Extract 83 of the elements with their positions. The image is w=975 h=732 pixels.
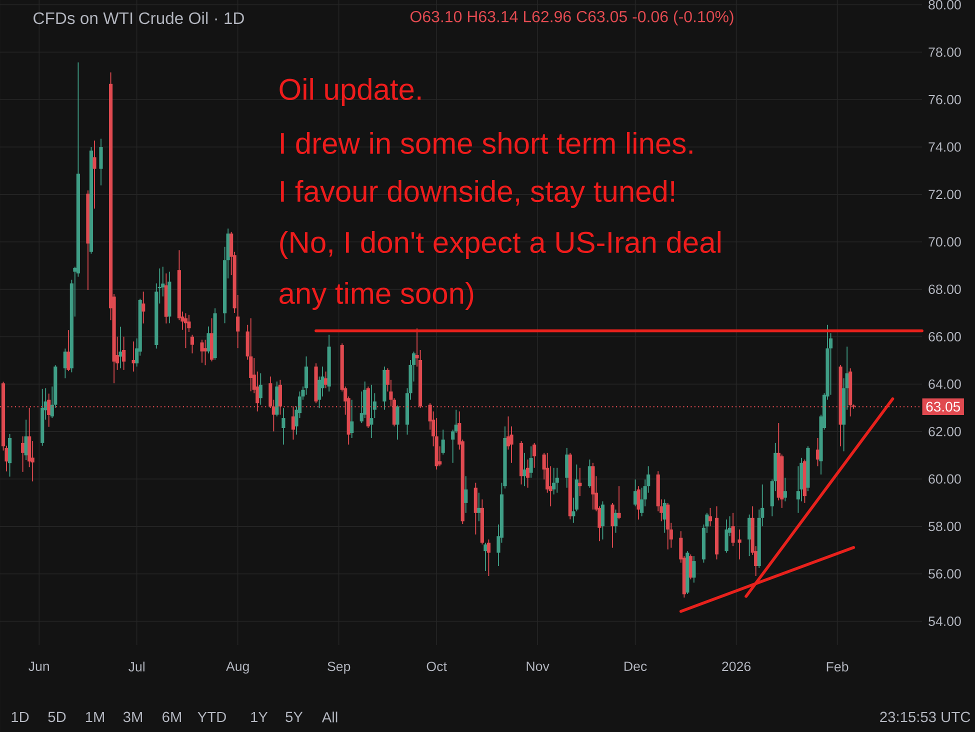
y-tick-label: 58.00 (928, 522, 961, 532)
candlestick (634, 479, 638, 507)
text: 1D (12, 712, 29, 722)
y-tick-label: 78.00 (928, 47, 961, 57)
candlestick (66, 330, 70, 372)
text: 3M (123, 712, 142, 722)
x-tick-label: Nov (526, 662, 550, 671)
y-tick-label: 66.00 (928, 332, 961, 342)
x-tick-label: 2026 (722, 662, 751, 672)
annotation: Oil update. (280, 78, 421, 106)
x-tick-label: Feb (826, 662, 848, 672)
candlestick (200, 339, 204, 364)
y-tick-label: 74.00 (928, 142, 961, 152)
candlestick (636, 486, 640, 520)
candlestick (258, 372, 262, 406)
candlestick (92, 140, 96, 210)
text: 1Y (251, 712, 268, 722)
candlestick (614, 509, 618, 534)
candlestick (370, 384, 374, 438)
x-tick-label: Jul (128, 662, 144, 672)
candlestick (617, 486, 621, 520)
text: 23:15:53 UTC (880, 712, 970, 722)
candlestick (522, 452, 526, 487)
candlestick (748, 514, 752, 557)
candlestick (526, 459, 530, 488)
candlestick (324, 371, 328, 389)
ref-line-label: 63.05 (926, 402, 960, 412)
candlestick (142, 291, 146, 324)
candlestick (190, 334, 194, 354)
x-tick-label: Aug (226, 662, 249, 674)
candlestick (692, 556, 696, 584)
candlestick (529, 446, 533, 478)
x-tick-label: Dec (624, 662, 647, 671)
y-tick-label: 72.00 (928, 190, 961, 200)
annotation: I drew in some short term lines. (281, 132, 692, 154)
y-tick-label: 76.00 (928, 94, 961, 104)
candlestick (206, 326, 210, 354)
candlestick (600, 500, 605, 540)
text: CFDs on WTI Crude Oil · 1D (34, 12, 244, 24)
candlestick (555, 467, 559, 494)
candlestick (610, 502, 614, 548)
annotation: any time soon) (280, 282, 474, 310)
candlestick (396, 405, 400, 440)
text: All (322, 712, 338, 722)
candlestick (282, 408, 286, 446)
y-tick-label: 62.00 (928, 426, 961, 436)
text: 1M (86, 712, 104, 722)
candlestick (532, 442, 536, 468)
candlestick (184, 312, 188, 349)
candlestick (565, 447, 569, 488)
candlestick (708, 507, 712, 527)
annotation: I favour downside, stay tuned! (281, 180, 674, 208)
candlestick (552, 467, 556, 495)
text: 6M (162, 712, 181, 722)
y-tick-label: 80.00 (928, 0, 961, 10)
text: O63.10 H63.14 L62.96 C63.05 -0.06 (-0.10%) (410, 10, 734, 26)
x-tick-label: Sep (328, 662, 350, 674)
text: 5D (48, 712, 66, 722)
candlestick (122, 336, 126, 370)
y-tick-label: 60.00 (928, 474, 961, 484)
candlestick (738, 529, 742, 560)
annotation: (No, I don't expect a US-Iran deal (280, 231, 720, 259)
y-tick-label: 56.00 (928, 569, 961, 579)
text: 5Y (286, 712, 303, 722)
candlestick (350, 399, 354, 438)
candlestick (486, 538, 490, 576)
candlestick (99, 138, 103, 186)
candlestick (21, 436, 25, 472)
y-tick-label: 70.00 (928, 237, 961, 247)
candlestick (477, 492, 481, 522)
candlestick (464, 476, 468, 514)
text: YTD (198, 712, 226, 722)
candlestick (783, 477, 787, 502)
x-tick-label: Jun (28, 662, 49, 671)
y-tick-label: 64.00 (928, 379, 961, 389)
candlestick (441, 429, 445, 456)
candlestick (484, 542, 488, 572)
candlestick (724, 519, 728, 554)
y-tick-label: 68.00 (928, 284, 961, 294)
y-tick-label: 54.00 (928, 616, 961, 626)
candlestick (249, 318, 253, 392)
candlestick (731, 512, 735, 547)
x-tick-label: Oct (426, 662, 447, 672)
